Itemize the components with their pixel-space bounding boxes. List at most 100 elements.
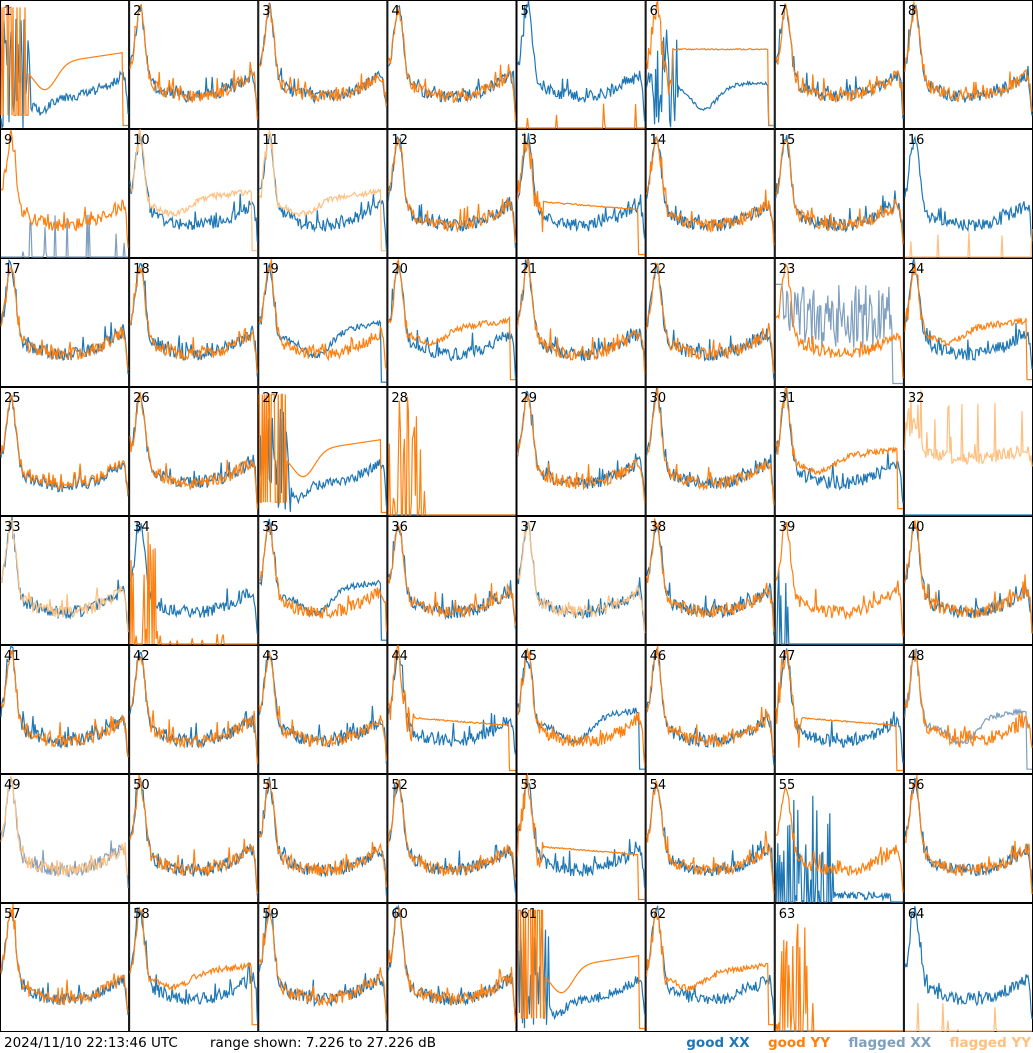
panel-label: 12 bbox=[391, 133, 408, 148]
yy-line bbox=[904, 774, 1033, 895]
panel-frame bbox=[516, 258, 646, 387]
panel-label: 46 bbox=[650, 649, 667, 664]
panel-frame bbox=[0, 774, 130, 903]
panel-label: 34 bbox=[133, 520, 150, 535]
panel-label: 1 bbox=[4, 4, 12, 19]
panel-label: 61 bbox=[521, 907, 538, 922]
yy-line bbox=[775, 139, 904, 245]
panel-47: 47 bbox=[774, 645, 904, 774]
panel-label: 17 bbox=[4, 262, 21, 277]
panel-frame bbox=[774, 0, 904, 129]
xx-line bbox=[775, 648, 904, 764]
panel-frame bbox=[645, 258, 775, 387]
panel-31: 31 bbox=[774, 386, 904, 516]
yy-line bbox=[258, 130, 387, 252]
panel-37: 37 bbox=[516, 516, 646, 645]
panel-label: 42 bbox=[133, 649, 150, 664]
panel-13: 13 bbox=[516, 129, 646, 258]
panel-frame bbox=[774, 516, 904, 645]
panel-frame bbox=[0, 903, 130, 1032]
panel-label: 31 bbox=[779, 391, 796, 406]
yy-line bbox=[775, 263, 904, 379]
xx-line bbox=[0, 18, 129, 130]
panel-frame bbox=[645, 516, 775, 645]
panel-label: 4 bbox=[391, 4, 399, 19]
yy-line bbox=[387, 396, 516, 516]
legend-good-yy: good YY bbox=[767, 1035, 831, 1051]
panel-60: 60 bbox=[387, 903, 517, 1032]
xx-line bbox=[775, 387, 904, 504]
panel-64: 64 bbox=[903, 903, 1033, 1032]
panel-frame bbox=[129, 387, 259, 516]
yy-line bbox=[130, 656, 258, 764]
panel-50: 50 bbox=[129, 774, 259, 903]
xx-line bbox=[775, 283, 903, 385]
panel-frame bbox=[516, 903, 646, 1032]
xx-line bbox=[775, 570, 903, 645]
panel-52: 52 bbox=[387, 774, 517, 903]
panel-frame bbox=[516, 0, 646, 129]
panel-label: 47 bbox=[779, 649, 796, 664]
panel-34: 34 bbox=[129, 516, 259, 645]
yy-line bbox=[646, 0, 774, 127]
panel-frame bbox=[258, 258, 388, 387]
panel-label: 41 bbox=[4, 649, 21, 664]
panel-label: 39 bbox=[779, 520, 796, 535]
panel-label: 33 bbox=[4, 520, 21, 535]
yy-line bbox=[775, 923, 903, 1032]
panel-29: 29 bbox=[516, 387, 646, 516]
panel-label: 30 bbox=[650, 391, 667, 406]
panel-frame bbox=[903, 774, 1033, 903]
panel-26: 26 bbox=[129, 387, 259, 516]
panel-label: 36 bbox=[391, 520, 408, 535]
panel-frame bbox=[258, 774, 388, 903]
xx-line bbox=[1, 214, 129, 258]
xx-line bbox=[904, 258, 1033, 370]
panel-frame bbox=[774, 129, 904, 258]
panel-label: 15 bbox=[779, 133, 796, 148]
panel-label: 18 bbox=[133, 262, 150, 277]
panel-label: 35 bbox=[262, 520, 279, 535]
panel-21: 21 bbox=[516, 258, 646, 387]
panel-48: 48 bbox=[903, 645, 1033, 774]
yy-line bbox=[0, 394, 129, 494]
panel-22: 22 bbox=[645, 258, 775, 387]
panel-30: 30 bbox=[645, 387, 775, 516]
xx-line bbox=[129, 132, 258, 242]
xx-line bbox=[129, 907, 258, 1021]
panel-label: 29 bbox=[521, 391, 538, 406]
yy-line bbox=[387, 137, 517, 244]
panel-frame bbox=[129, 645, 259, 774]
panel-label: 13 bbox=[521, 133, 538, 148]
yy-line bbox=[517, 648, 646, 766]
yy-line bbox=[775, 521, 904, 637]
xx-line bbox=[516, 0, 646, 122]
yy-line bbox=[0, 129, 129, 248]
legend-flagged-xx: flagged XX bbox=[848, 1035, 932, 1051]
panel-label: 49 bbox=[4, 778, 21, 793]
yy-line bbox=[129, 531, 258, 645]
legend-good-xx: good XX bbox=[686, 1035, 750, 1051]
panel-20: 20 bbox=[387, 258, 517, 387]
panel-55: 55 bbox=[774, 774, 904, 904]
panel-frame bbox=[0, 645, 130, 774]
yy-line bbox=[516, 258, 646, 374]
panel-label: 19 bbox=[262, 262, 279, 277]
panel-38: 38 bbox=[645, 516, 775, 645]
panel-12: 12 bbox=[387, 129, 517, 258]
xx-line bbox=[258, 262, 387, 383]
panel-45: 45 bbox=[516, 645, 646, 774]
panel-1: 1 bbox=[0, 0, 130, 130]
panel-label: 48 bbox=[908, 649, 925, 664]
xx-line bbox=[0, 644, 129, 758]
panel-label: 21 bbox=[521, 262, 538, 277]
panel-11: 11 bbox=[258, 129, 388, 258]
panel-label: 26 bbox=[133, 391, 150, 406]
panel-label: 38 bbox=[650, 520, 667, 535]
panel-5: 5 bbox=[516, 0, 646, 129]
panel-42: 42 bbox=[129, 645, 259, 774]
xx-line bbox=[387, 524, 517, 630]
panel-label: 58 bbox=[133, 907, 150, 922]
yy-line bbox=[646, 518, 775, 632]
